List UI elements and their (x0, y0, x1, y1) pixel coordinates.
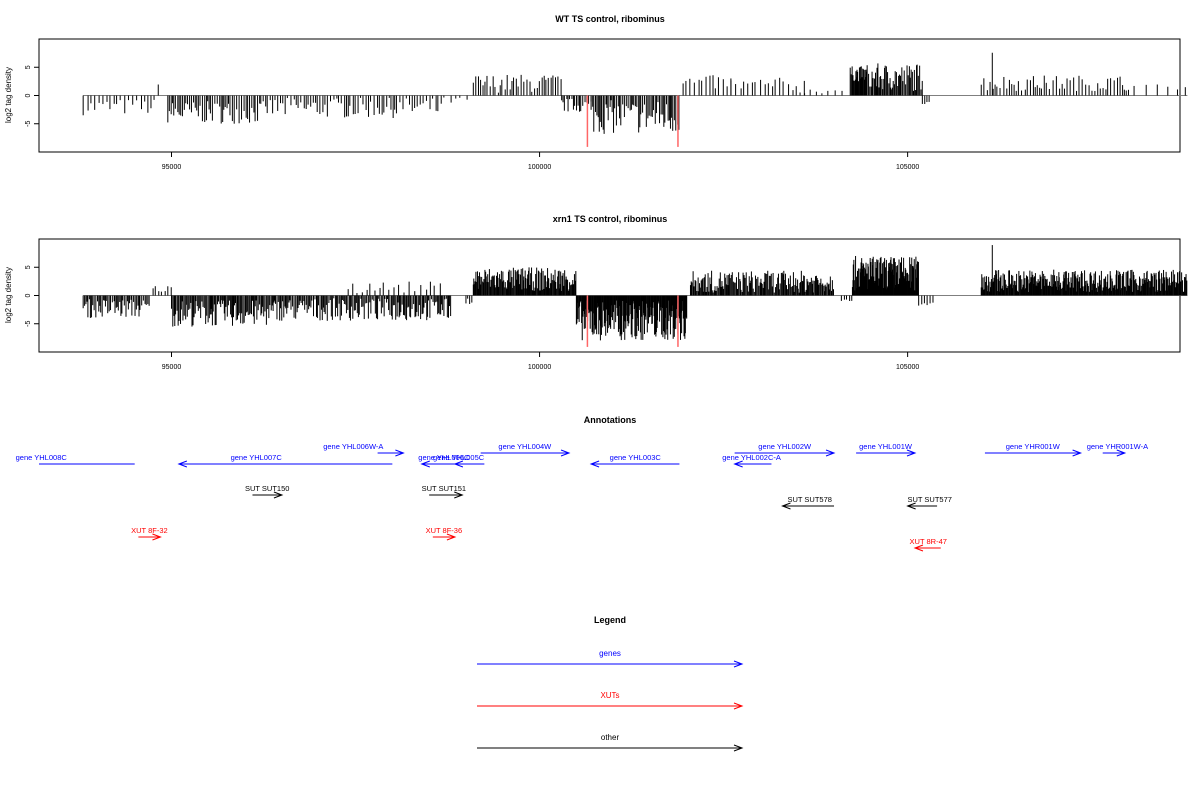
annotation-gene-yhl006w-a: gene YHL006W-A (323, 442, 405, 457)
annotation-gene-yhl002c-a: gene YHL002C-A (722, 453, 781, 468)
y-axis-label: log2 tag density (4, 67, 13, 123)
annotation-xut-8f-36: XUT 8F-36 (426, 526, 463, 541)
axes: 95000 100000 105000 -5 0 5 (25, 265, 919, 371)
annotation-label: SUT SUT577 (907, 495, 951, 504)
arrowhead (733, 460, 743, 468)
annotation-label: SUT SUT150 (245, 484, 289, 493)
annotation-label: gene YHR001W-A (1087, 442, 1148, 451)
track-xrn1: xrn1 TS control, ribominus log2 tag dens… (4, 214, 1188, 371)
bar-series (82, 245, 1188, 341)
legend-panel: Legend genes XUTs other (477, 615, 744, 752)
annotation-xut-8f-32: XUT 8F-32 (131, 526, 168, 541)
arrowhead (1116, 449, 1127, 457)
annotation-label: XUT 8F-32 (131, 526, 168, 535)
annotation-label: gene YHL003C (610, 453, 662, 462)
annotation-sut-sut150: SUT SUT150 (245, 484, 289, 499)
x-tick-label: 100000 (528, 164, 551, 171)
legend-title: Legend (594, 615, 626, 625)
arrowhead (733, 744, 744, 752)
annotations-panel: Annotations gene YHL008C gene YHL007Cgene… (16, 415, 1148, 552)
arrowhead (177, 460, 188, 468)
annotation-label: gene YHL001W (859, 442, 913, 451)
annotation-label: SUT SUT151 (422, 484, 466, 493)
highlight-bars (586, 295, 679, 347)
annotation-gene-yhl003c: gene YHL003C (589, 453, 680, 468)
legend-item-genes: genes (477, 649, 744, 668)
y-tick-label: 5 (25, 65, 32, 69)
arrowhead (781, 502, 791, 510)
annotation-gene-yhl001w: gene YHL001W (856, 442, 917, 457)
track-title: WT TS control, ribominus (555, 14, 665, 24)
track-wt: WT TS control, ribominus log2 tag densit… (4, 14, 1188, 171)
annotation-gene-yhr001w-a: gene YHR001W-A (1087, 442, 1148, 457)
arrowhead (913, 544, 924, 552)
y-tick-label: 0 (25, 293, 32, 297)
annotation-label: gene YHL002W (758, 442, 812, 451)
annotation-gene-yhl008c: gene YHL008C (16, 453, 135, 465)
annotation-label: SUT SUT578 (787, 495, 831, 504)
arrowhead (589, 460, 600, 468)
annotations-title: Annotations (584, 415, 637, 425)
annotation-sut-sut578: SUT SUT578 (781, 495, 835, 510)
arrowhead (1072, 449, 1083, 457)
x-tick-label: 100000 (528, 364, 551, 371)
legend-label: other (601, 733, 620, 742)
annotation-sut-sut577: SUT SUT577 (906, 495, 952, 510)
legend-item-xuts: XUTs (477, 691, 744, 710)
axes: 95000 100000 105000 -5 0 5 (25, 65, 919, 171)
bar-series (82, 52, 1188, 134)
annotation-label: gene YHL007C (231, 453, 283, 462)
x-tick-label: 105000 (896, 164, 919, 171)
annotation-gene-yhl006c: gene YHL006C (418, 453, 470, 468)
arrowhead (454, 491, 464, 499)
annotation-items: gene YHL008C gene YHL007C gene YHL006W-A ge… (16, 442, 1148, 552)
x-tick-label: 105000 (896, 364, 919, 371)
annotation-label: XUT 8R-47 (910, 537, 947, 546)
x-tick-label: 95000 (162, 364, 182, 371)
y-tick-label: 5 (25, 265, 32, 269)
arrowhead (446, 533, 457, 541)
arrowhead (733, 660, 744, 668)
annotation-label: gene YHL004W (498, 442, 552, 451)
arrowhead (152, 533, 162, 541)
arrowhead (906, 502, 916, 510)
annotation-sut-sut151: SUT SUT151 (422, 484, 466, 499)
x-tick-label: 95000 (162, 164, 182, 171)
annotation-label: gene YHL002C-A (722, 453, 781, 462)
annotation-label: XUT 8F-36 (426, 526, 463, 535)
arrowhead (560, 449, 571, 457)
annotation-label: gene YHL005C (433, 453, 485, 462)
track-title: xrn1 TS control, ribominus (553, 214, 668, 224)
annotation-label: gene YHR001W (1006, 442, 1061, 451)
arrowhead (733, 702, 744, 710)
y-axis-label: log2 tag density (4, 267, 13, 323)
annotation-gene-yhl005c: gene YHL005C (433, 453, 485, 468)
arrowhead (906, 449, 917, 457)
y-tick-label: -5 (25, 321, 32, 327)
legend-item-other: other (477, 733, 744, 752)
annotation-label: gene YHL006W-A (323, 442, 383, 451)
arrowhead (395, 449, 405, 457)
legend-items: genes XUTs other (477, 649, 744, 752)
legend-label: XUTs (600, 691, 619, 700)
highlight-bars (586, 95, 679, 147)
arrowhead (420, 460, 430, 468)
legend-label: genes (599, 649, 621, 658)
annotation-gene-yhr001w: gene YHR001W (984, 442, 1083, 457)
annotation-label: gene YHL006C (418, 453, 470, 462)
y-tick-label: -5 (25, 121, 32, 127)
annotation-gene-yhl004w: gene YHL004W (480, 442, 571, 457)
annotation-label: gene YHL008C (16, 453, 68, 462)
arrowhead (453, 460, 464, 468)
annotation-xut-8r-47: XUT 8R-47 (910, 537, 947, 552)
y-tick-label: 0 (25, 93, 32, 97)
annotation-gene-yhl007c: gene YHL007C (177, 453, 393, 468)
arrowhead (825, 449, 836, 457)
arrowhead (273, 491, 284, 499)
annotation-gene-yhl002w: gene YHL002W (734, 442, 836, 457)
